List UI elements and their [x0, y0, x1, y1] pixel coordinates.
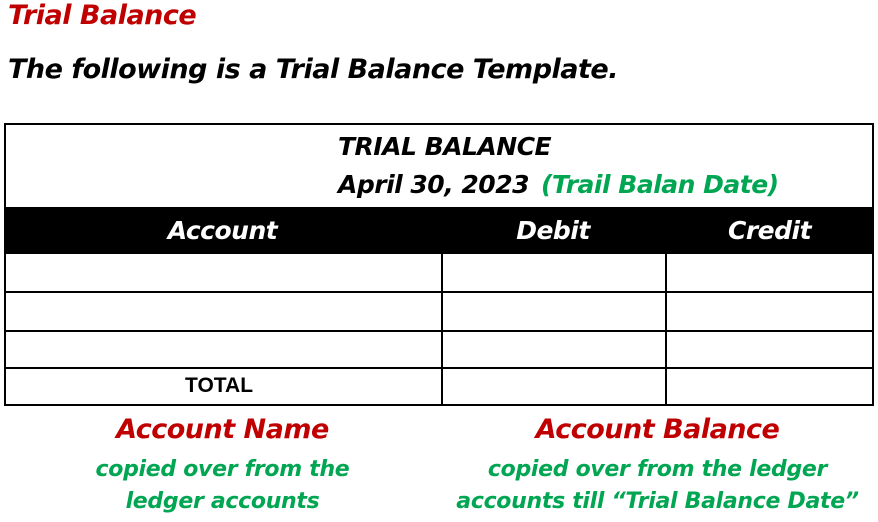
table-row-1-account — [8, 256, 438, 290]
annotation-account-name-title: Account Name — [116, 414, 329, 445]
row-divider — [4, 367, 874, 369]
annotation-account-balance-line2: accounts till “Trial Balance Date” — [456, 489, 859, 514]
row-divider — [4, 291, 874, 293]
annotation-account-name-line2: ledger accounts — [125, 489, 320, 514]
column-header-bar — [4, 207, 874, 254]
section-heading: Trial Balance — [8, 0, 197, 31]
table-date-note: (Trail Balan Date) — [541, 170, 779, 199]
row-divider — [4, 330, 874, 332]
table-row-2-debit — [445, 294, 663, 328]
table-row-3-debit — [445, 333, 663, 365]
annotation-account-balance-title: Account Balance — [535, 414, 780, 445]
column-header-credit: Credit — [727, 216, 812, 245]
table-row-3-account — [8, 333, 438, 365]
total-label: TOTAL — [185, 374, 254, 397]
trial-balance-table — [4, 123, 874, 406]
column-header-account: Account — [167, 216, 278, 245]
table-row-2-account — [8, 294, 438, 328]
column-header-debit: Debit — [516, 216, 590, 245]
table-row-1-credit — [669, 256, 872, 290]
table-row-3-credit — [669, 333, 872, 365]
column-divider — [441, 254, 443, 406]
intro-text: The following is a Trial Balance Templat… — [8, 54, 618, 85]
table-date-row: April 30, 2023 (Trail Balan Date) — [338, 170, 779, 199]
annotation-account-name-line1: copied over from the — [95, 457, 350, 482]
table-row-2-credit — [669, 294, 872, 328]
column-divider — [665, 254, 667, 406]
annotation-account-balance-line1: copied over from the ledger — [487, 457, 828, 482]
table-date: April 30, 2023 — [338, 170, 530, 199]
table-row-1-debit — [445, 256, 663, 290]
table-title: TRIAL BALANCE — [338, 132, 552, 161]
